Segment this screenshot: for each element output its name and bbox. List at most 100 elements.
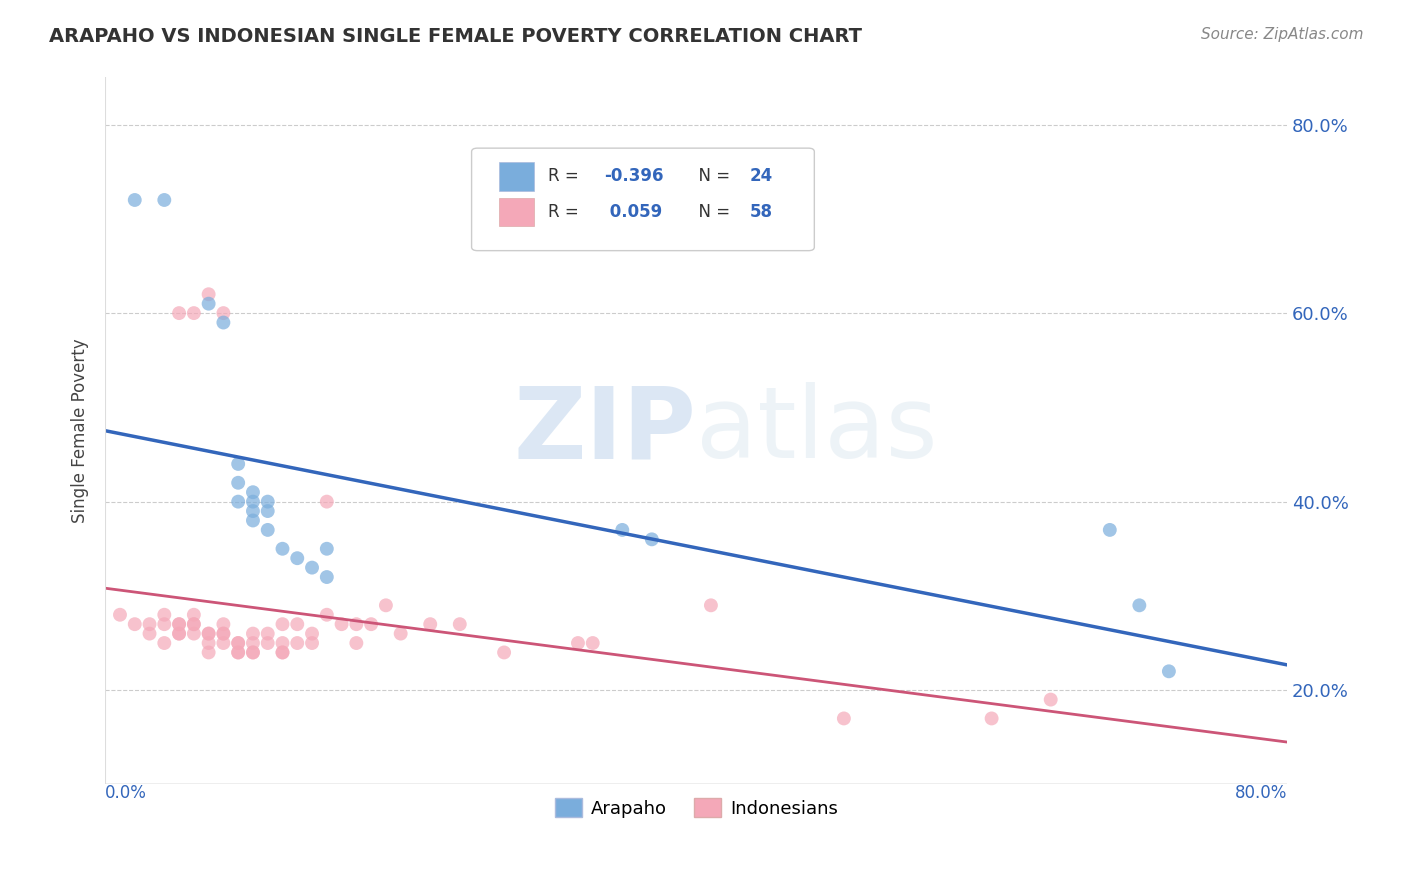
Point [242, 645, 264, 659]
Point [242, 645, 264, 659]
Text: 58: 58 [749, 202, 772, 220]
Point [1128, 599, 1150, 613]
Text: 0.0%: 0.0% [105, 784, 148, 803]
Point [212, 617, 235, 632]
Point [167, 617, 190, 632]
Point [183, 306, 205, 320]
Point [242, 504, 264, 518]
Text: 24: 24 [749, 168, 772, 186]
Point [226, 494, 249, 508]
Point [389, 626, 412, 640]
Point [1039, 692, 1062, 706]
Point [197, 296, 219, 310]
Point [256, 626, 278, 640]
Point [315, 570, 337, 584]
Point [315, 607, 337, 622]
Point [212, 636, 235, 650]
Text: ARAPAHO VS INDONESIAN SINGLE FEMALE POVERTY CORRELATION CHART: ARAPAHO VS INDONESIAN SINGLE FEMALE POVE… [49, 27, 862, 45]
Point [242, 485, 264, 500]
Point [153, 636, 176, 650]
Point [197, 626, 219, 640]
Point [980, 711, 1002, 725]
Text: R =: R = [548, 168, 585, 186]
FancyBboxPatch shape [499, 162, 534, 191]
Point [700, 599, 723, 613]
Point [226, 636, 249, 650]
Point [197, 636, 219, 650]
Point [183, 607, 205, 622]
Point [285, 551, 308, 566]
FancyBboxPatch shape [471, 148, 814, 251]
Point [1157, 665, 1180, 679]
Text: -0.396: -0.396 [605, 168, 664, 186]
Text: 0.059: 0.059 [605, 202, 662, 220]
Point [108, 607, 131, 622]
Y-axis label: Single Female Poverty: Single Female Poverty [72, 339, 89, 524]
Text: N =: N = [688, 202, 735, 220]
Point [832, 711, 855, 725]
Point [315, 494, 337, 508]
Point [301, 626, 323, 640]
Point [226, 457, 249, 471]
Point [212, 306, 235, 320]
Point [197, 287, 219, 301]
Point [242, 626, 264, 640]
Point [360, 617, 382, 632]
Point [612, 523, 634, 537]
Point [212, 626, 235, 640]
Point [271, 645, 294, 659]
Point [153, 617, 176, 632]
Point [641, 533, 664, 547]
Text: N =: N = [688, 168, 735, 186]
Point [256, 494, 278, 508]
Point [183, 626, 205, 640]
Point [153, 607, 176, 622]
Point [167, 626, 190, 640]
Point [242, 636, 264, 650]
Point [256, 523, 278, 537]
Point [330, 617, 353, 632]
Point [256, 636, 278, 650]
Text: atlas: atlas [696, 383, 938, 479]
Point [301, 560, 323, 574]
Point [183, 617, 205, 632]
Point [167, 306, 190, 320]
Point [285, 636, 308, 650]
Point [1098, 523, 1121, 537]
Point [271, 617, 294, 632]
Point [582, 636, 605, 650]
Point [449, 617, 471, 632]
Point [494, 645, 516, 659]
Point [271, 541, 294, 556]
Point [344, 636, 367, 650]
Point [242, 494, 264, 508]
Point [226, 645, 249, 659]
Text: 80.0%: 80.0% [1234, 784, 1286, 803]
Point [301, 636, 323, 650]
Point [167, 617, 190, 632]
Point [344, 617, 367, 632]
Point [197, 645, 219, 659]
Point [153, 193, 176, 207]
Point [242, 514, 264, 528]
Text: ZIP: ZIP [513, 383, 696, 479]
Text: R =: R = [548, 202, 585, 220]
Point [183, 617, 205, 632]
Point [138, 617, 160, 632]
Point [212, 316, 235, 330]
Point [197, 626, 219, 640]
Point [271, 645, 294, 659]
Point [138, 626, 160, 640]
Point [212, 626, 235, 640]
Point [226, 636, 249, 650]
Point [226, 645, 249, 659]
Point [256, 504, 278, 518]
Point [167, 626, 190, 640]
Point [285, 617, 308, 632]
FancyBboxPatch shape [499, 198, 534, 226]
Point [567, 636, 589, 650]
Point [419, 617, 441, 632]
Point [374, 599, 396, 613]
Point [271, 636, 294, 650]
Point [124, 193, 146, 207]
